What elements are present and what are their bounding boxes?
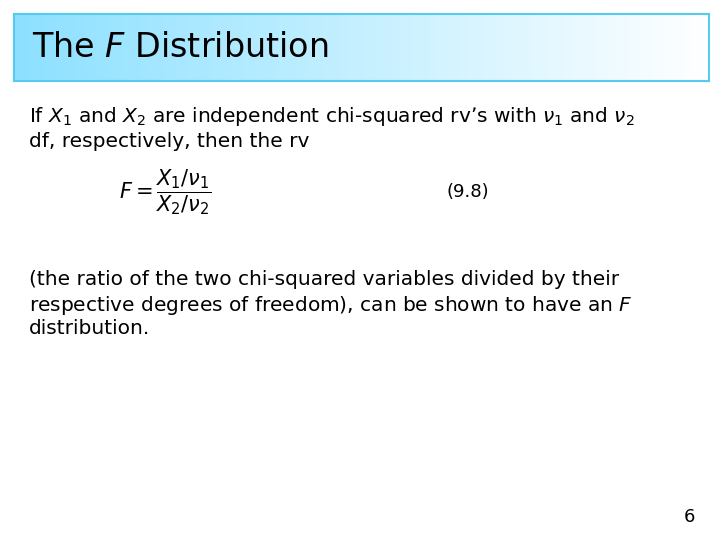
Text: (9.8): (9.8) xyxy=(446,183,489,201)
Text: The $\mathit{F}$ Distribution: The $\mathit{F}$ Distribution xyxy=(32,31,328,64)
Text: If $X_1$ and $X_2$ are independent chi-squared rv’s with $\nu_1$ and $\nu_2$: If $X_1$ and $X_2$ are independent chi-s… xyxy=(29,105,634,129)
Text: 6: 6 xyxy=(683,509,695,526)
Text: distribution.: distribution. xyxy=(29,319,150,338)
Text: df, respectively, then the rv: df, respectively, then the rv xyxy=(29,132,309,151)
Text: (the ratio of the two chi-squared variables divided by their: (the ratio of the two chi-squared variab… xyxy=(29,270,619,289)
Text: $F = \dfrac{X_1/\nu_1}{X_2/\nu_2}$: $F = \dfrac{X_1/\nu_1}{X_2/\nu_2}$ xyxy=(120,167,212,217)
Text: respective degrees of freedom), can be shown to have an $\mathit{F}$: respective degrees of freedom), can be s… xyxy=(29,294,632,318)
